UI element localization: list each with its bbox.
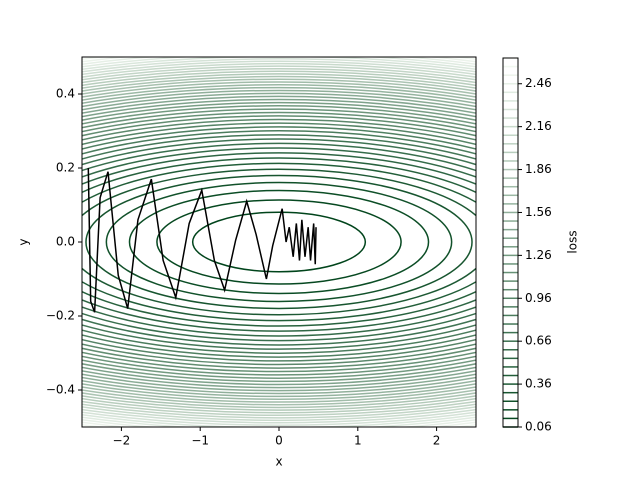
contour-line [82,108,476,376]
contour-line [82,147,476,337]
contour-line [82,138,476,346]
colorbar-tick-label: 1.56 [525,205,552,219]
contour-line [82,78,476,406]
contour-line [82,162,476,322]
contour-line [82,84,476,400]
contour-line [82,118,476,366]
y-tick-label: 0.2 [56,161,75,175]
contour-line [82,111,476,373]
y-tick-label: −0.4 [46,383,75,397]
colorbar-tick-label: 0.36 [525,377,552,391]
colorbar-tick-label: 2.16 [525,119,552,133]
contour-line [82,81,476,403]
contour-line [128,189,430,295]
contour-line [191,211,367,273]
x-tick-label: −2 [113,434,131,448]
contour-line [82,68,476,416]
contour-line [82,122,476,362]
x-tick-label: 0 [275,434,283,448]
contour-line [82,105,476,379]
contour-line [82,134,476,350]
contour-line [82,152,476,332]
x-tick-label: 2 [433,434,441,448]
colorbar-label: loss [566,230,580,253]
contour-line [82,89,476,395]
colorbar-tick-label: 0.06 [525,420,552,434]
contour-line [82,57,476,427]
contour-line [82,142,476,342]
contour-line [82,168,476,316]
contour-group [82,57,476,427]
contour-line [82,101,476,383]
contour-line [82,157,476,327]
contour-line [82,65,476,419]
contour-line [82,70,476,414]
y-tick-label: 0.0 [56,235,75,249]
contour-line [82,57,476,427]
y-tick-label: 0.4 [56,87,75,101]
contour-line [82,98,476,386]
colorbar-tick-label: 2.46 [525,76,552,90]
contour-line [82,92,476,392]
colorbar-tick-label: 0.66 [525,334,552,348]
contour-line [82,86,476,398]
contour-line [105,181,453,303]
contour-line [85,174,473,310]
y-tick-label: −0.2 [46,309,75,323]
x-axis-label: x [275,455,282,469]
contour-line [156,199,402,285]
contour-line [82,95,476,389]
x-tick-label: 1 [354,434,362,448]
colorbar-tick-label: 1.26 [525,248,552,262]
contour-line [82,115,476,369]
contour-line [82,75,476,409]
y-axis-label: y [17,238,31,245]
colorbar-tick-label: 0.96 [525,291,552,305]
colorbar-tick-label: 1.86 [525,162,552,176]
contour-line [82,73,476,411]
x-tick-label: −1 [191,434,209,448]
colorbar-frame [502,57,519,428]
contour-line [82,58,476,426]
contour-line [82,126,476,358]
contour-line [82,60,476,424]
contour-line [82,130,476,354]
contour-line [82,62,476,422]
trajectory [87,167,317,313]
